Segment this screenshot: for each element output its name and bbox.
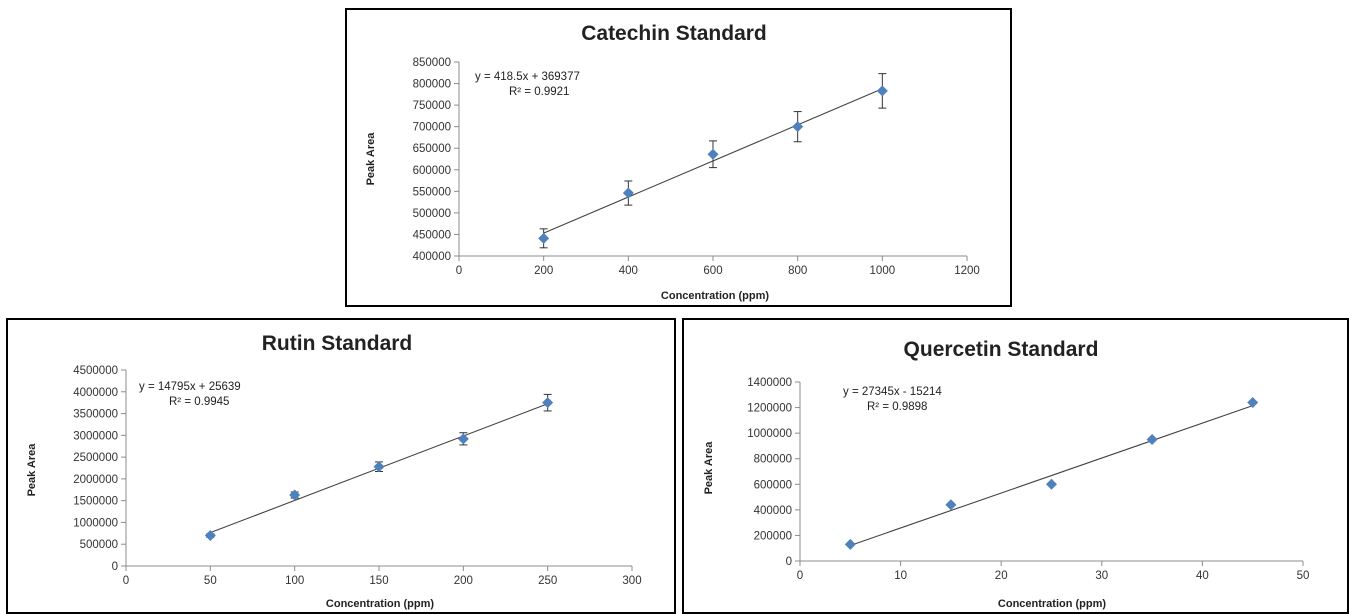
- data-point: [1046, 478, 1057, 490]
- y-tick-label: 700000: [413, 122, 451, 134]
- y-tick-label: 1200000: [747, 403, 792, 415]
- data-point: [945, 499, 957, 511]
- y-tick-label: 850000: [413, 57, 451, 69]
- y-tick-label: 3000000: [73, 430, 118, 442]
- chart-title: Rutin Standard: [262, 332, 413, 355]
- y-tick-label: 800000: [754, 454, 792, 466]
- trendline-equation: y = 418.5x + 369377: [475, 71, 580, 83]
- y-tick-label: 0: [112, 561, 118, 573]
- quercetin-chart: Quercetin Standard y = 27345x - 15214 R²…: [703, 338, 1310, 610]
- x-tick-label: 30: [1095, 570, 1108, 582]
- y-tick-label: 0: [786, 556, 792, 568]
- x-tick-label: 20: [995, 570, 1008, 582]
- x-axis-label: Concentration (ppm): [661, 290, 769, 302]
- x-tick-label: 50: [204, 575, 217, 587]
- y-tick-label: 3500000: [73, 409, 118, 421]
- quercetin-chart-panel: Quercetin Standard y = 27345x - 15214 R²…: [682, 318, 1349, 614]
- data-point: [792, 121, 804, 133]
- trendline-equation: y = 14795x + 25639: [139, 381, 241, 393]
- y-tick-label: 400000: [413, 251, 451, 263]
- data-point: [289, 489, 301, 501]
- data-point: [1146, 434, 1158, 446]
- trendline-equation: y = 27345x - 15214: [843, 386, 942, 398]
- catechin-chart-panel: Catechin Standard y = 418.5x + 369377 R²…: [345, 8, 1012, 307]
- x-tick-label: 0: [123, 575, 129, 587]
- y-tick-label: 650000: [413, 143, 451, 155]
- y-tick-label: 750000: [413, 100, 451, 112]
- data-point: [542, 397, 554, 409]
- x-tick-label: 100: [285, 575, 304, 587]
- trendline: [850, 405, 1253, 546]
- y-tick-label: 4000000: [73, 387, 118, 399]
- y-tick-label: 600000: [413, 165, 451, 177]
- y-tick-label: 500000: [80, 539, 118, 551]
- y-tick-label: 450000: [413, 229, 451, 241]
- data-point: [844, 538, 856, 550]
- r-squared-label: R² = 0.9921: [509, 86, 569, 98]
- data-point: [707, 148, 719, 160]
- r-squared-label: R² = 0.9945: [169, 396, 229, 408]
- x-axis-label: Concentration (ppm): [998, 598, 1106, 610]
- x-tick-label: 40: [1196, 570, 1209, 582]
- y-tick-label: 2500000: [73, 452, 118, 464]
- x-tick-label: 0: [456, 265, 462, 277]
- x-tick-label: 1200: [954, 265, 980, 277]
- x-tick-label: 300: [622, 575, 641, 587]
- y-tick-label: 1500000: [73, 496, 118, 508]
- y-tick-label: 4500000: [73, 365, 118, 377]
- x-axis-label: Concentration (ppm): [326, 598, 434, 610]
- y-tick-label: 1400000: [747, 377, 792, 389]
- data-point: [876, 85, 888, 97]
- x-tick-label: 50: [1297, 570, 1310, 582]
- x-tick-label: 200: [454, 575, 473, 587]
- chart-title: Catechin Standard: [581, 22, 767, 45]
- y-tick-label: 600000: [754, 479, 792, 491]
- y-tick-label: 200000: [754, 530, 792, 542]
- rutin-chart-panel: Rutin Standard y = 14795x + 25639 R² = 0…: [6, 318, 676, 614]
- y-tick-label: 500000: [413, 208, 451, 220]
- x-tick-label: 1000: [870, 265, 896, 277]
- data-point: [622, 187, 634, 199]
- x-tick-label: 150: [369, 575, 388, 587]
- catechin-chart: Catechin Standard y = 418.5x + 369377 R²…: [365, 22, 980, 302]
- y-tick-label: 400000: [754, 505, 792, 517]
- y-tick-label: 1000000: [73, 517, 118, 529]
- data-point: [538, 232, 550, 244]
- data-point: [373, 461, 385, 473]
- x-tick-label: 0: [797, 570, 803, 582]
- y-tick-label: 2000000: [73, 474, 118, 486]
- data-point: [457, 433, 469, 445]
- x-tick-label: 200: [534, 265, 553, 277]
- y-tick-label: 1000000: [747, 428, 792, 440]
- x-tick-label: 600: [703, 265, 722, 277]
- rutin-chart: Rutin Standard y = 14795x + 25639 R² = 0…: [26, 332, 642, 610]
- y-tick-label: 800000: [413, 79, 451, 91]
- data-point: [204, 530, 216, 542]
- y-axis-label: Peak Area: [26, 443, 38, 497]
- x-tick-label: 400: [619, 265, 638, 277]
- x-tick-label: 800: [788, 265, 807, 277]
- x-tick-label: 250: [538, 575, 557, 587]
- x-tick-label: 10: [894, 570, 907, 582]
- data-point: [1247, 396, 1259, 408]
- chart-title: Quercetin Standard: [904, 338, 1099, 361]
- y-axis-label: Peak Area: [365, 132, 377, 186]
- y-tick-label: 550000: [413, 186, 451, 198]
- y-axis-label: Peak Area: [703, 441, 715, 495]
- r-squared-label: R² = 0.9898: [867, 401, 927, 413]
